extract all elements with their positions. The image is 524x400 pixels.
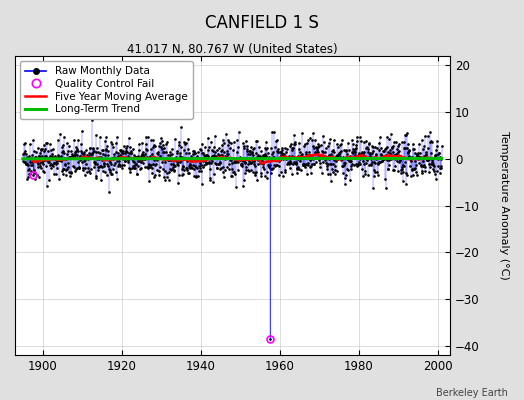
Y-axis label: Temperature Anomaly (°C): Temperature Anomaly (°C) bbox=[499, 131, 509, 280]
Title: 41.017 N, 80.767 W (United States): 41.017 N, 80.767 W (United States) bbox=[127, 43, 338, 56]
Text: CANFIELD 1 S: CANFIELD 1 S bbox=[205, 14, 319, 32]
Text: Berkeley Earth: Berkeley Earth bbox=[436, 388, 508, 398]
Legend: Raw Monthly Data, Quality Control Fail, Five Year Moving Average, Long-Term Tren: Raw Monthly Data, Quality Control Fail, … bbox=[20, 61, 192, 120]
